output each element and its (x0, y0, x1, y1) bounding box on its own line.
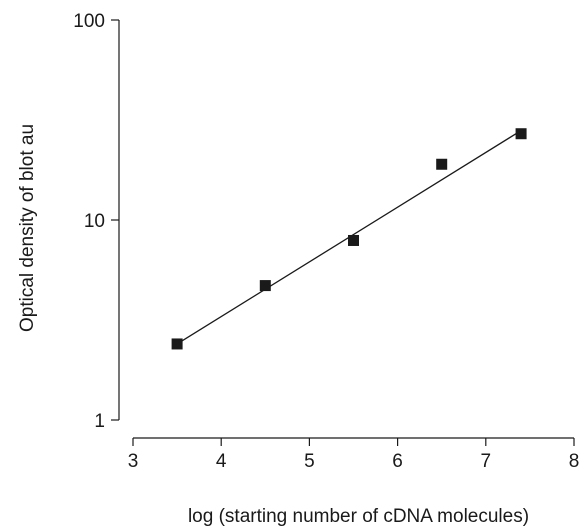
y-tick-label: 100 (73, 11, 105, 32)
x-tick-label: 3 (128, 451, 139, 472)
x-tick-label: 7 (481, 451, 492, 472)
x-tick-label: 8 (569, 451, 580, 472)
data-point (259, 280, 271, 292)
x-tick-label: 6 (392, 451, 403, 472)
x-tick-label: 5 (304, 451, 315, 472)
y-axis-title: Optical density of blot au (17, 124, 38, 332)
plot-area (171, 128, 527, 350)
x-axis: 3 4 5 6 7 8 (128, 437, 580, 472)
data-point (348, 234, 359, 246)
data-point (171, 338, 183, 350)
data-point (515, 128, 527, 140)
y-axis: 1 10 100 (73, 11, 120, 432)
x-tick-label: 4 (216, 451, 227, 472)
x-axis-title: log (starting number of cDNA molecules) (188, 506, 529, 527)
y-tick-label: 10 (84, 211, 105, 232)
y-tick-label: 1 (94, 411, 105, 432)
data-point (436, 158, 448, 170)
